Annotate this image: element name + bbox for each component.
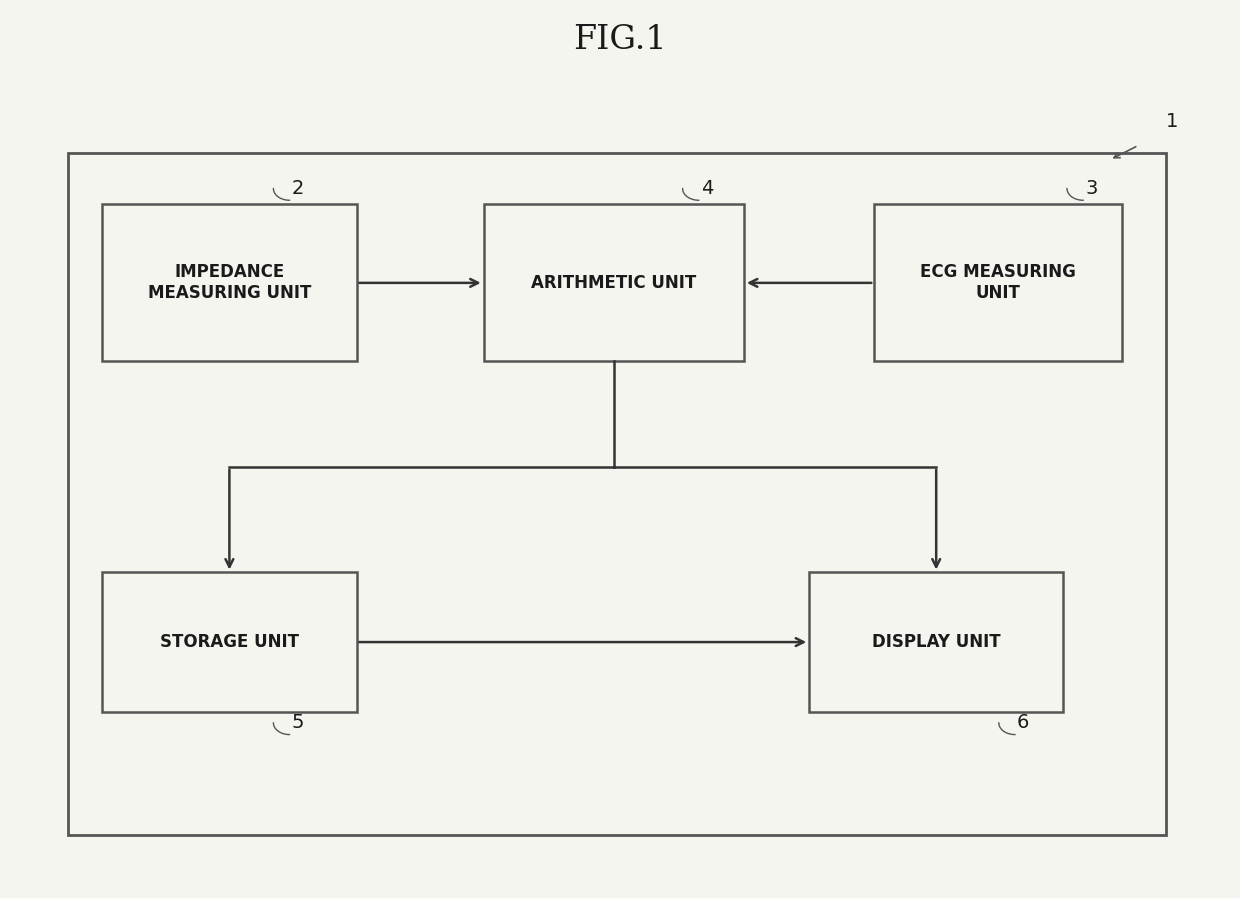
Bar xyxy=(484,205,744,361)
Text: 3: 3 xyxy=(1085,179,1097,198)
Text: 2: 2 xyxy=(291,179,304,198)
Bar xyxy=(808,573,1063,711)
Text: ARITHMETIC UNIT: ARITHMETIC UNIT xyxy=(531,274,697,292)
Text: FIG.1: FIG.1 xyxy=(573,24,667,57)
Text: ECG MEASURING
UNIT: ECG MEASURING UNIT xyxy=(920,263,1076,303)
Bar xyxy=(102,205,357,361)
Text: 5: 5 xyxy=(291,713,304,733)
Text: IMPEDANCE
MEASURING UNIT: IMPEDANCE MEASURING UNIT xyxy=(148,263,311,303)
Bar xyxy=(102,573,357,711)
Bar xyxy=(68,153,1166,835)
Bar xyxy=(874,205,1122,361)
Text: DISPLAY UNIT: DISPLAY UNIT xyxy=(872,633,1001,651)
Text: 1: 1 xyxy=(1166,111,1178,131)
Text: 4: 4 xyxy=(701,179,713,198)
Text: 6: 6 xyxy=(1017,713,1029,733)
Text: STORAGE UNIT: STORAGE UNIT xyxy=(160,633,299,651)
